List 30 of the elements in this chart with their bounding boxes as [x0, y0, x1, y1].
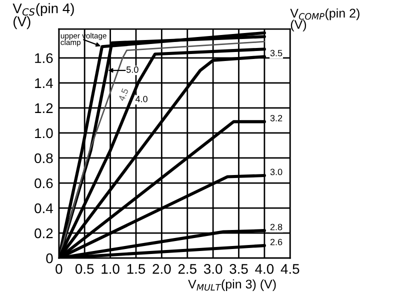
y-tick-label: 1.4 — [35, 78, 53, 88]
x-tick-label: 0 — [56, 264, 62, 274]
y-tick-label: 1.0 — [35, 128, 53, 138]
x-tick-label: 1.5 — [127, 264, 146, 274]
y-tick-label: 0.2 — [34, 228, 53, 238]
x-tick-label: 3.5 — [230, 264, 248, 274]
legend-label: 5.0 — [126, 66, 138, 73]
x-tick-label: 3.0 — [204, 264, 222, 274]
x-tick-label: 4.5 — [280, 264, 300, 274]
series-label: 3.2 — [270, 114, 282, 122]
y-tick-label: 0.8 — [34, 153, 53, 164]
x-tick-label: 2.5 — [178, 264, 196, 274]
y-tick-label: 1.6 — [35, 53, 53, 64]
x-tick-label: 1.0 — [102, 264, 120, 274]
y-tick-label: 0.6 — [34, 178, 53, 188]
series-label: 2.8 — [270, 224, 282, 230]
y-tick-label: 0 — [46, 253, 53, 264]
x-axis-title: V$_{MULT}$(pin 3) (V) — [188, 279, 276, 292]
x-tick-label: 0.5 — [75, 264, 94, 274]
text: 4.5 — [118, 88, 129, 102]
x-tick-label: 2.0 — [152, 264, 171, 274]
series-label: 3.5 — [270, 50, 282, 56]
series-label: 3.0 — [270, 168, 282, 176]
y-tick-label: 0.4 — [34, 203, 53, 214]
x-tick-label: 4.0 — [255, 264, 274, 274]
series-label: 4.0 — [135, 96, 148, 102]
y-tick-label: 1.2 — [35, 103, 53, 113]
y-axis-title: V$_{CS}$(pin 4) (V) — [12, 3, 74, 30]
series-label: 2.6 — [270, 238, 282, 246]
text: V$_{COMP}$(pin 2) (V) — [290, 8, 360, 32]
